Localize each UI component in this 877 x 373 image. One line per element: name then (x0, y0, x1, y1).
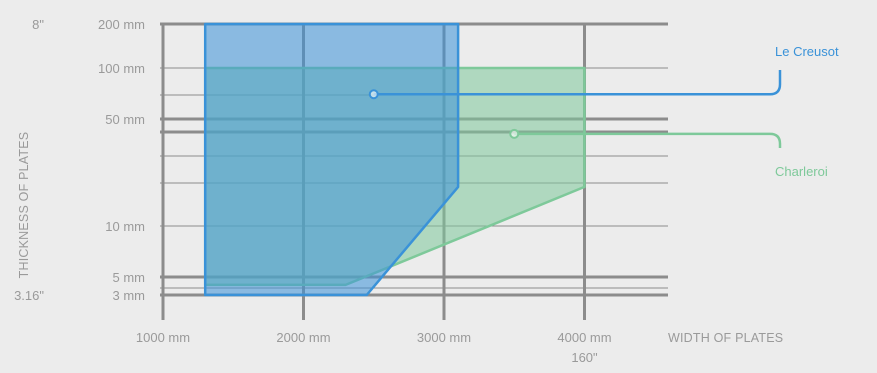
x-tick-label: 1000 mm (136, 330, 190, 345)
y-tick-label: 10 mm (105, 219, 145, 234)
series-label-le-creusot: Le Creusot (775, 44, 839, 59)
y-tick-label: 5 mm (113, 270, 146, 285)
y-axis-label: THICKNESS OF PLATES (17, 132, 31, 279)
x-tick-label: 3000 mm (417, 330, 471, 345)
x-axis-ticks: 1000 mm 2000 mm 3000 mm 4000 mm 160" (136, 330, 612, 365)
x-tick-label: 4000 mm (557, 330, 611, 345)
y-tick-inch-label: 8" (32, 17, 44, 32)
area-le-creusot (203, 22, 460, 297)
x-tick-label: 2000 mm (276, 330, 330, 345)
leader-line-le-creusot (373, 70, 782, 96)
marker-charleroi (509, 128, 520, 139)
y-tick-label: 100 mm (98, 61, 145, 76)
y-tick-label: 200 mm (98, 17, 145, 32)
y-tick-label: 50 mm (105, 112, 145, 127)
y-axis-ticks: 200 mm 8" 100 mm 50 mm 10 mm 5 mm 3 mm 3.16" (14, 17, 145, 303)
marker-le-creusot (368, 89, 379, 100)
series-annotations: Charleroi Le Creusot (368, 44, 839, 179)
y-tick-inch-label: 3.16" (14, 288, 44, 303)
leader-line-charleroi (514, 132, 782, 148)
x-tick-sublabel: 160" (571, 350, 598, 365)
y-tick-label: 3 mm (113, 288, 146, 303)
series-areas (203, 22, 586, 297)
x-axis-label: WIDTH OF PLATES (668, 331, 783, 345)
series-label-charleroi: Charleroi (775, 164, 828, 179)
